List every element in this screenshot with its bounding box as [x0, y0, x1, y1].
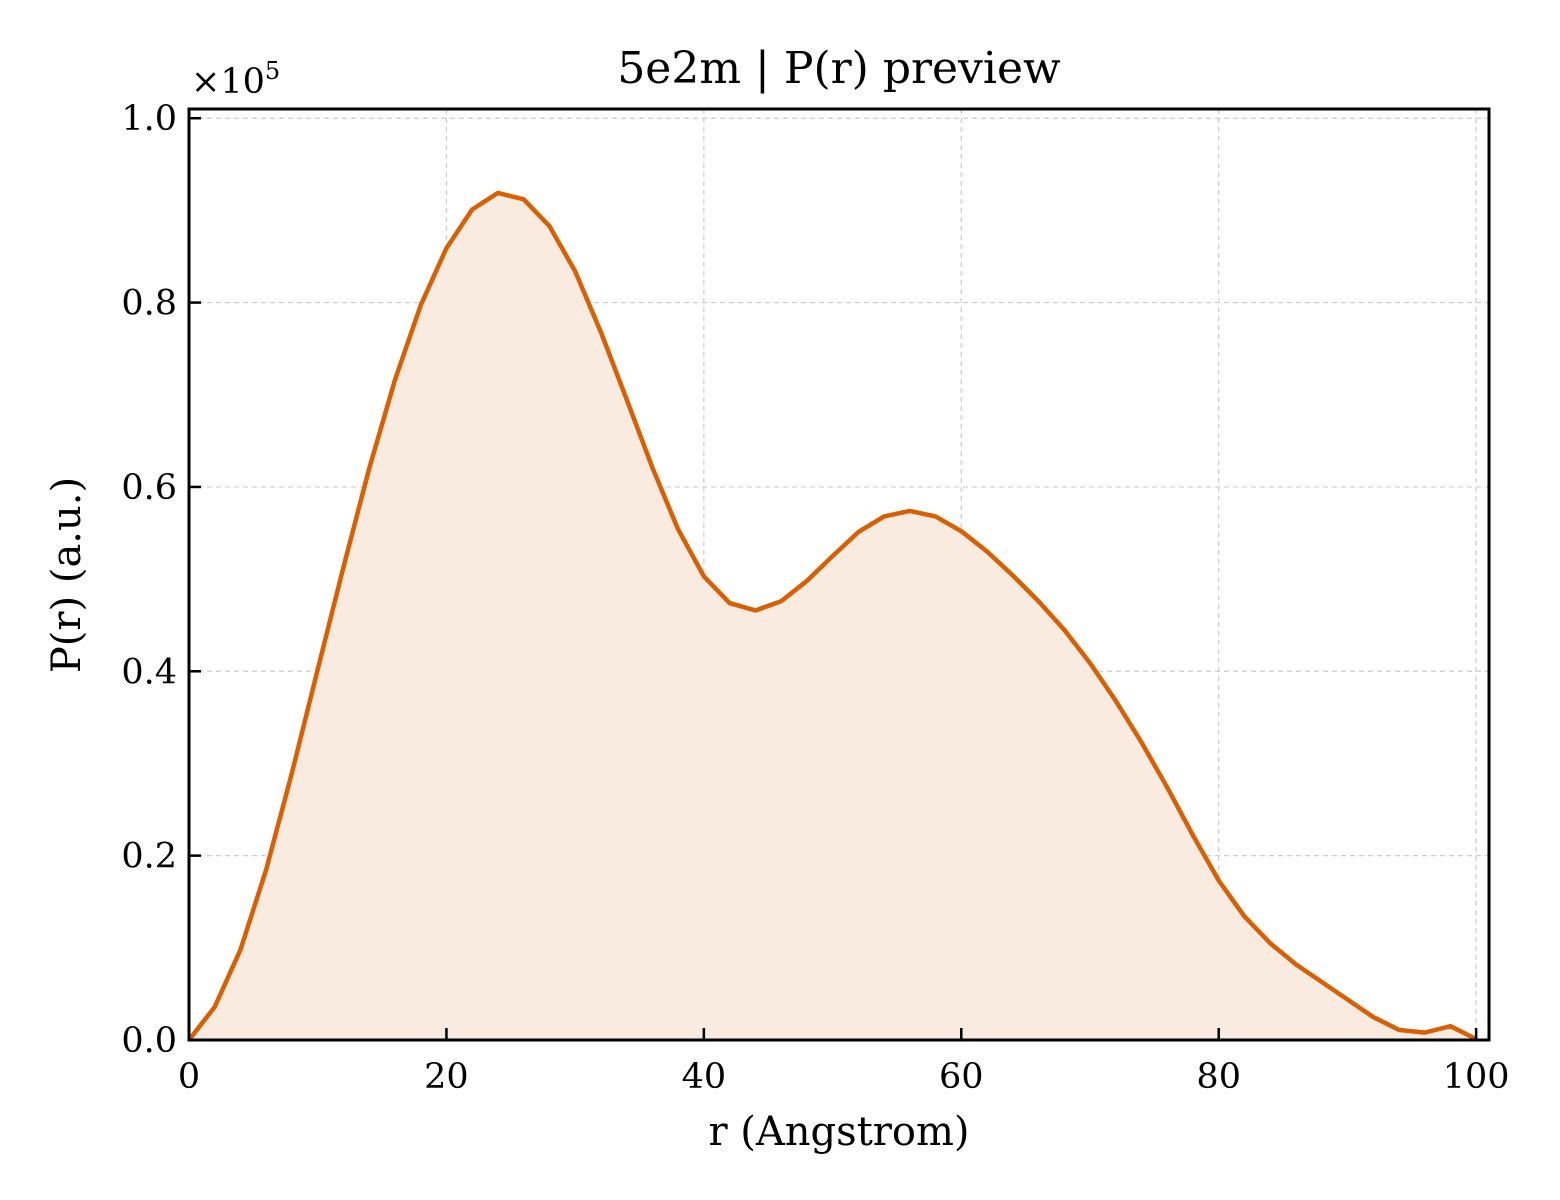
y-tick-label: 0.6 [121, 468, 177, 508]
y-tick-label: 0.2 [121, 837, 177, 877]
chart-title: 5e2m | P(r) preview [617, 43, 1061, 94]
y-tick-label: 1.0 [121, 99, 177, 139]
y-tick-label: 0.0 [121, 1021, 177, 1061]
x-tick-label: 40 [682, 1057, 727, 1097]
x-tick-label: 0 [178, 1057, 200, 1097]
y-axis-title: P(r) (a.u.) [44, 477, 90, 673]
x-tick-label: 80 [1196, 1057, 1241, 1097]
x-axis-title: r (Angstrom) [708, 1109, 969, 1155]
x-tick-label: 60 [939, 1057, 984, 1097]
area-fill [189, 192, 1477, 1040]
y-offset-label: ×105 [191, 57, 280, 102]
series-line [187, 190, 1478, 1042]
x-tick-label: 20 [424, 1057, 469, 1097]
y-tick-label: 0.4 [121, 652, 177, 692]
x-tick-label: 100 [1443, 1057, 1510, 1097]
y-offset-base: ×10 [191, 62, 265, 102]
y-tick-label: 0.8 [121, 284, 177, 324]
ticks: 0 20 40 60 80 100 0.0 0.2 0.4 0.6 0.8 1.0 [121, 99, 1509, 1097]
y-offset-exponent: 5 [265, 57, 280, 85]
plot-frame [187, 107, 1491, 1042]
